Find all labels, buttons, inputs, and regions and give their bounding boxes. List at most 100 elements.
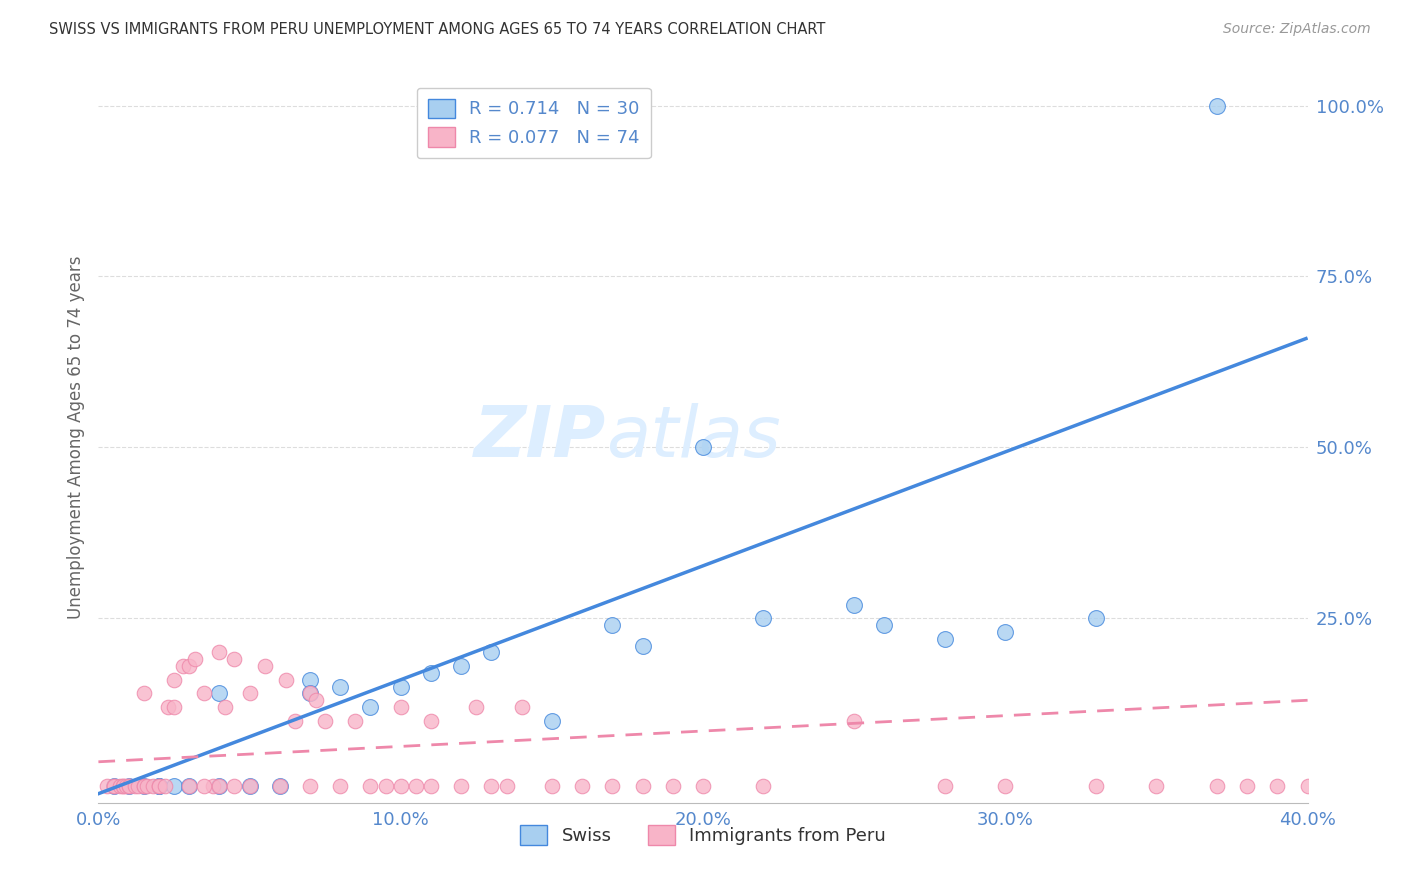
Point — [269, 779, 291, 793]
Point — [239, 686, 262, 700]
Point — [994, 624, 1017, 639]
Point — [374, 779, 396, 793]
Point — [631, 779, 654, 793]
Point — [148, 779, 170, 793]
Point — [274, 673, 297, 687]
Point — [389, 779, 412, 793]
Point — [844, 598, 866, 612]
Point — [208, 779, 231, 793]
Text: atlas: atlas — [606, 402, 780, 472]
Point — [96, 779, 118, 793]
Point — [405, 779, 427, 793]
Point — [132, 779, 155, 793]
Point — [224, 779, 246, 793]
Point — [450, 779, 472, 793]
Point — [148, 779, 170, 793]
Point — [156, 700, 179, 714]
Point — [420, 665, 443, 680]
Point — [752, 611, 775, 625]
Point — [844, 714, 866, 728]
Point — [111, 779, 134, 793]
Point — [124, 779, 146, 793]
Point — [224, 652, 246, 666]
Point — [253, 659, 276, 673]
Point — [934, 632, 956, 646]
Point — [108, 779, 131, 793]
Point — [118, 779, 141, 793]
Point — [305, 693, 328, 707]
Point — [1085, 611, 1108, 625]
Point — [602, 618, 624, 632]
Point — [299, 779, 322, 793]
Point — [111, 779, 134, 793]
Point — [269, 779, 291, 793]
Point — [193, 686, 215, 700]
Point — [179, 779, 201, 793]
Point — [299, 686, 322, 700]
Point — [132, 779, 155, 793]
Point — [163, 779, 186, 793]
Point — [344, 714, 367, 728]
Point — [510, 700, 533, 714]
Point — [329, 680, 352, 694]
Point — [239, 779, 262, 793]
Point — [163, 700, 186, 714]
Point — [571, 779, 593, 793]
Point — [1236, 779, 1258, 793]
Point — [114, 779, 136, 793]
Point — [148, 779, 170, 793]
Point — [208, 779, 231, 793]
Point — [184, 652, 207, 666]
Point — [103, 779, 125, 793]
Point — [179, 659, 201, 673]
Point — [202, 779, 225, 793]
Point — [193, 779, 215, 793]
Point — [1144, 779, 1167, 793]
Point — [360, 700, 382, 714]
Point — [284, 714, 307, 728]
Point — [314, 714, 336, 728]
Point — [142, 779, 165, 793]
Point — [239, 779, 262, 793]
Point — [1267, 779, 1289, 793]
Point — [631, 639, 654, 653]
Point — [148, 779, 170, 793]
Point — [873, 618, 896, 632]
Point — [179, 779, 201, 793]
Point — [118, 779, 141, 793]
Point — [602, 779, 624, 793]
Point — [692, 779, 714, 793]
Point — [103, 779, 125, 793]
Point — [1206, 98, 1229, 112]
Point — [153, 779, 176, 793]
Point — [214, 700, 236, 714]
Point — [481, 779, 503, 793]
Point — [329, 779, 352, 793]
Point — [934, 779, 956, 793]
Point — [208, 686, 231, 700]
Point — [132, 686, 155, 700]
Point — [389, 700, 412, 714]
Point — [420, 714, 443, 728]
Point — [752, 779, 775, 793]
Point — [540, 779, 562, 793]
Point — [389, 680, 412, 694]
Text: Source: ZipAtlas.com: Source: ZipAtlas.com — [1223, 22, 1371, 37]
Point — [661, 779, 683, 793]
Point — [163, 673, 186, 687]
Point — [208, 645, 231, 659]
Point — [132, 779, 155, 793]
Point — [540, 714, 562, 728]
Text: ZIP: ZIP — [474, 402, 606, 472]
Point — [1085, 779, 1108, 793]
Point — [1296, 779, 1319, 793]
Point — [692, 440, 714, 454]
Point — [118, 779, 141, 793]
Point — [481, 645, 503, 659]
Point — [1206, 779, 1229, 793]
Point — [135, 779, 157, 793]
Point — [994, 779, 1017, 793]
Point — [360, 779, 382, 793]
Point — [465, 700, 488, 714]
Y-axis label: Unemployment Among Ages 65 to 74 years: Unemployment Among Ages 65 to 74 years — [66, 255, 84, 619]
